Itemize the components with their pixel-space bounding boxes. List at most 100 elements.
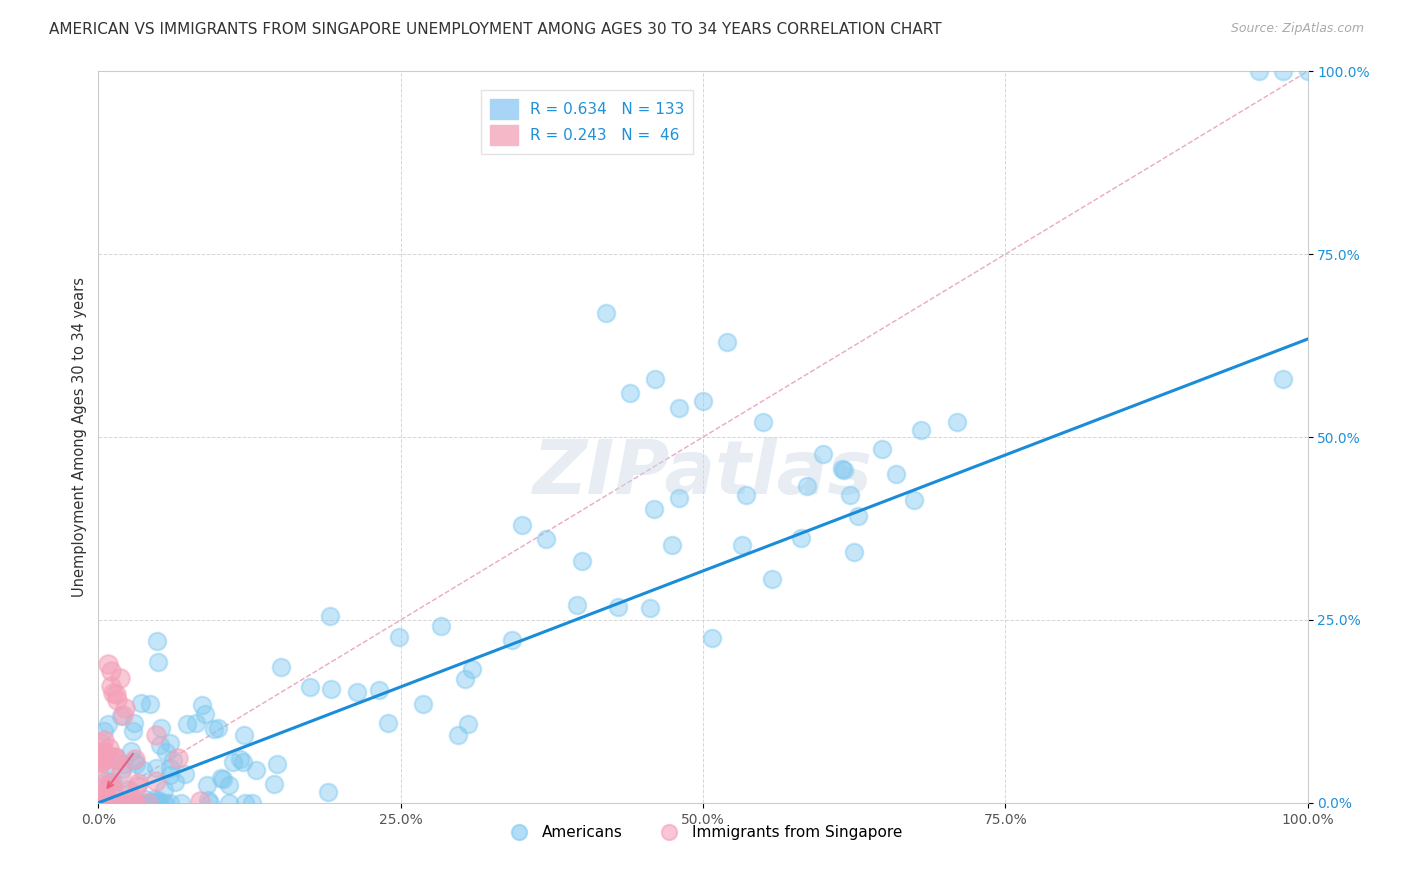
Point — [501, 632, 523, 647]
Point — [152, 796, 174, 810]
Point — [232, 755, 254, 769]
Point — [796, 479, 818, 493]
Point — [104, 753, 127, 767]
Point — [730, 538, 752, 552]
Point — [159, 736, 181, 750]
Point — [734, 488, 756, 502]
Point — [97, 657, 120, 671]
Point — [316, 785, 339, 799]
Point — [811, 447, 834, 461]
Point — [668, 491, 690, 505]
Point — [94, 757, 117, 772]
Point — [97, 740, 120, 755]
Point — [700, 631, 723, 645]
Point — [97, 717, 120, 731]
Point — [90, 754, 112, 768]
Point — [114, 700, 136, 714]
Point — [112, 757, 135, 772]
Point — [101, 780, 124, 795]
Point — [174, 767, 197, 781]
Point — [90, 791, 112, 805]
Point — [166, 751, 188, 765]
Point — [93, 787, 115, 801]
Point — [124, 752, 146, 766]
Point — [692, 393, 714, 408]
Point — [136, 796, 159, 810]
Point — [832, 463, 855, 477]
Point — [202, 722, 225, 736]
Point — [112, 796, 135, 810]
Point — [141, 796, 163, 810]
Point — [870, 442, 893, 456]
Point — [270, 660, 292, 674]
Point — [108, 672, 131, 686]
Point — [93, 780, 115, 795]
Point — [169, 796, 191, 810]
Point — [668, 401, 690, 415]
Point — [94, 796, 117, 810]
Point — [145, 634, 167, 648]
Point — [218, 778, 240, 792]
Point — [946, 416, 969, 430]
Point — [131, 796, 153, 810]
Point — [240, 796, 263, 810]
Point — [93, 745, 115, 759]
Point — [101, 686, 124, 700]
Point — [122, 796, 145, 810]
Point — [510, 517, 533, 532]
Point — [139, 697, 162, 711]
Point — [93, 743, 115, 757]
Point — [141, 795, 163, 809]
Point — [567, 599, 589, 613]
Point — [90, 791, 112, 805]
Point — [122, 716, 145, 731]
Point — [790, 532, 813, 546]
Point — [640, 600, 662, 615]
Point — [104, 750, 127, 764]
Point — [122, 754, 145, 768]
Point — [90, 736, 112, 750]
Point — [266, 757, 288, 772]
Point — [93, 724, 115, 739]
Point — [90, 796, 112, 810]
Point — [188, 794, 211, 808]
Point — [104, 750, 127, 764]
Point — [143, 792, 166, 806]
Point — [761, 572, 783, 586]
Point — [233, 796, 256, 810]
Point — [150, 721, 173, 735]
Point — [118, 796, 141, 810]
Point — [145, 761, 167, 775]
Point — [461, 661, 484, 675]
Point — [98, 776, 121, 790]
Point — [1296, 64, 1319, 78]
Point — [388, 630, 411, 644]
Point — [110, 709, 132, 723]
Point — [111, 762, 134, 776]
Point — [155, 745, 177, 759]
Point — [125, 779, 148, 793]
Point — [145, 773, 167, 788]
Point — [412, 697, 434, 711]
Point — [110, 765, 132, 780]
Point — [118, 782, 141, 797]
Point — [155, 796, 177, 810]
Point — [104, 750, 127, 764]
Point — [90, 757, 112, 772]
Point — [377, 716, 399, 731]
Point — [319, 681, 342, 696]
Point — [132, 764, 155, 778]
Point — [1272, 64, 1295, 78]
Point — [661, 538, 683, 552]
Point — [446, 728, 468, 742]
Point — [454, 672, 477, 686]
Point — [148, 796, 170, 810]
Point — [94, 773, 117, 788]
Point — [233, 728, 256, 742]
Point — [218, 796, 240, 810]
Point — [132, 796, 155, 810]
Point — [90, 756, 112, 770]
Point — [103, 796, 125, 810]
Text: Source: ZipAtlas.com: Source: ZipAtlas.com — [1230, 22, 1364, 36]
Point — [149, 738, 172, 752]
